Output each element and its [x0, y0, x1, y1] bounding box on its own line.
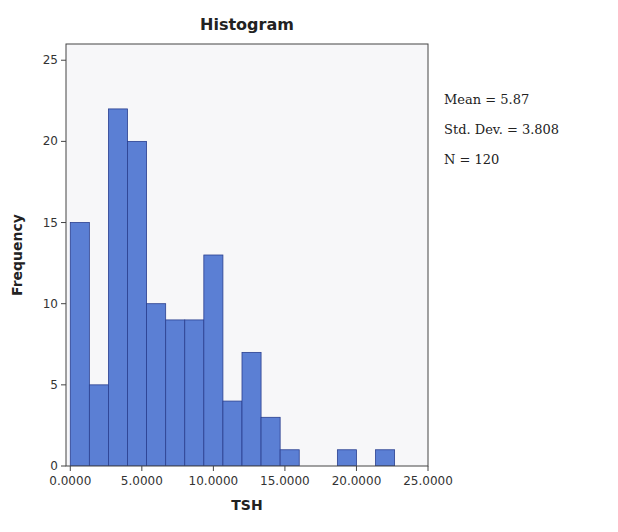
- histogram-bar: [223, 401, 242, 466]
- y-tick-label: 20: [43, 134, 58, 148]
- x-tick-label: 10.0000: [189, 474, 239, 488]
- histogram-bar: [166, 320, 185, 466]
- histogram-bar: [185, 320, 204, 466]
- y-tick-label: 10: [43, 297, 58, 311]
- histogram-bar: [108, 109, 127, 466]
- y-tick: [61, 60, 66, 61]
- annotation: N = 120: [444, 152, 499, 167]
- x-tick-label: 0.0000: [49, 474, 91, 488]
- x-tick-label: 25.0000: [403, 474, 453, 488]
- histogram-bar: [376, 450, 395, 466]
- y-tick-label: 5: [50, 378, 58, 392]
- histogram-bar: [261, 417, 280, 466]
- x-tick: [141, 466, 142, 471]
- y-tick: [61, 303, 66, 304]
- histogram-bar: [204, 255, 223, 466]
- x-tick: [428, 466, 429, 471]
- y-tick: [61, 141, 66, 142]
- histogram-bar: [280, 450, 299, 466]
- y-tick-label: 15: [43, 216, 58, 230]
- plot-background: [66, 44, 428, 466]
- plot-frame: [66, 44, 428, 466]
- x-tick: [284, 466, 285, 471]
- chart: 0.0000 5.0000 10.0000 15.0000 20.0000 25.0000…: [0, 0, 618, 532]
- histogram-bar: [242, 352, 261, 466]
- y-axis-label: Frequency: [9, 214, 25, 296]
- y-tick-label: 0: [50, 459, 58, 473]
- bars: [70, 109, 394, 466]
- title: Histogram: [200, 15, 294, 34]
- y-tick: [61, 384, 66, 385]
- annotation: Std. Dev. = 3.808: [444, 122, 559, 137]
- y-tick: [61, 222, 66, 223]
- histogram-bar: [147, 304, 166, 466]
- x-tick-label: 5.0000: [121, 474, 163, 488]
- histogram-bar: [337, 450, 356, 466]
- x-tick-label: 15.0000: [260, 474, 310, 488]
- x-axis-label: TSH: [231, 497, 262, 513]
- histogram-bar: [128, 141, 147, 466]
- x-tick: [356, 466, 357, 471]
- y-tick: [61, 466, 66, 467]
- x-tick: [213, 466, 214, 471]
- histogram-bar: [89, 385, 108, 466]
- x-tick-label: 20.0000: [332, 474, 382, 488]
- x-tick: [70, 466, 71, 471]
- histogram-bar: [70, 223, 89, 466]
- y-tick-label: 25: [43, 53, 58, 67]
- annotation: Mean = 5.87: [444, 92, 529, 107]
